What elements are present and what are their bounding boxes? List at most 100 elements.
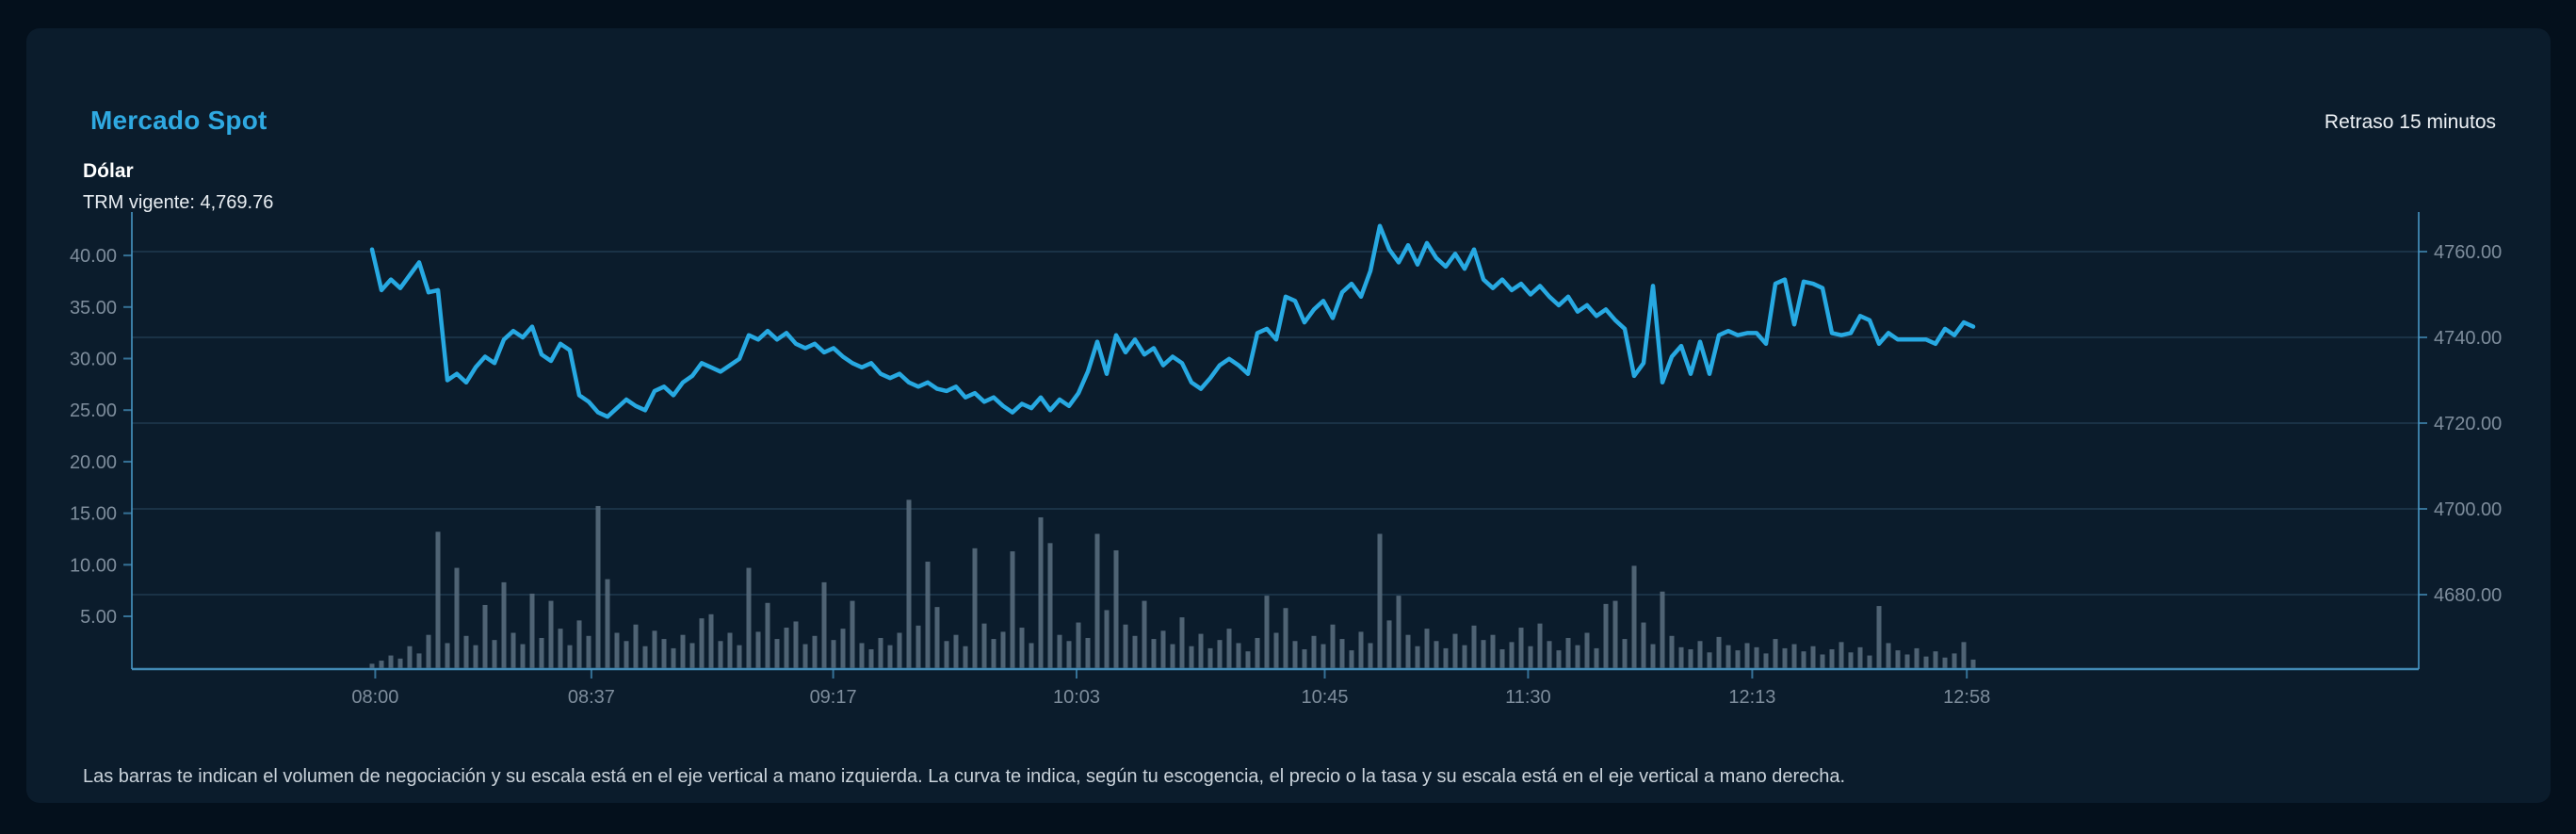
volume-bar bbox=[1688, 649, 1693, 668]
volume-bar bbox=[1047, 543, 1053, 668]
volume-bar bbox=[746, 567, 752, 668]
volume-bar bbox=[1076, 622, 1081, 668]
volume-bar bbox=[1245, 651, 1251, 668]
volume-bar bbox=[755, 631, 761, 668]
volume-bar bbox=[1801, 651, 1806, 668]
chart-footnote: Las barras te indican el volumen de nego… bbox=[83, 766, 1846, 787]
right-axis-tick-label: 4700.00 bbox=[2434, 499, 2502, 520]
volume-bar bbox=[1895, 650, 1901, 668]
volume-bar bbox=[529, 593, 535, 668]
volume-bar bbox=[1584, 632, 1590, 668]
volume-bar bbox=[1311, 635, 1317, 668]
volume-bar bbox=[463, 635, 469, 668]
volume-bar bbox=[1094, 533, 1100, 668]
volume-bar bbox=[934, 607, 940, 668]
volume-bar bbox=[991, 639, 996, 668]
volume-bar bbox=[492, 640, 497, 668]
left-axis-tick-label: 5.00 bbox=[80, 607, 117, 628]
volume-bar bbox=[397, 658, 403, 668]
x-axis-tick-label: 08:00 bbox=[351, 687, 398, 708]
volume-bar bbox=[699, 618, 705, 668]
volume-bar bbox=[388, 655, 394, 668]
volume-bar bbox=[1339, 639, 1345, 668]
volume-bar bbox=[1019, 628, 1025, 668]
volume-bar bbox=[520, 644, 526, 668]
spot-chart-area: 40.00 35.00 30.00 25.00 20.00 15.00 10.00 5.00 4… bbox=[0, 184, 2576, 711]
volume-bar bbox=[1255, 637, 1260, 668]
left-axis-tick-label: 25.00 bbox=[70, 401, 117, 421]
x-axis-tick-label: 10:03 bbox=[1053, 687, 1100, 708]
volume-bar bbox=[944, 641, 949, 668]
volume-bar bbox=[1198, 633, 1204, 668]
volume-bar bbox=[1773, 639, 1778, 668]
volume-bar bbox=[1104, 610, 1110, 668]
left-axis-tick-label: 10.00 bbox=[70, 555, 117, 576]
volume-bar bbox=[1857, 646, 1863, 668]
volume-bar bbox=[1791, 644, 1797, 668]
volume-bar bbox=[1302, 649, 1307, 668]
volume-bar bbox=[510, 632, 516, 668]
volume-bar bbox=[708, 613, 714, 668]
volume-bar bbox=[1904, 654, 1910, 668]
volume-bar bbox=[539, 637, 544, 668]
volume-bar bbox=[1481, 640, 1486, 668]
left-axis-tick-label: 35.00 bbox=[70, 298, 117, 319]
volume-bar bbox=[661, 639, 667, 668]
volume-bar bbox=[1029, 643, 1034, 668]
volume-bar bbox=[1942, 657, 1948, 668]
delay-label: Retraso 15 minutos bbox=[2324, 111, 2496, 133]
volume-bar bbox=[925, 562, 931, 668]
volume-bar bbox=[689, 643, 695, 668]
volume-bar bbox=[906, 499, 912, 668]
volume-bar bbox=[1754, 646, 1759, 668]
volume-bar bbox=[1518, 628, 1524, 668]
volume-bar bbox=[887, 645, 893, 668]
volume-bar bbox=[1952, 653, 1957, 668]
volume-bar bbox=[680, 634, 686, 668]
volume-bar bbox=[1641, 622, 1646, 668]
volume-bar bbox=[727, 632, 733, 668]
volume-bar bbox=[1132, 635, 1138, 668]
volume-bar bbox=[1537, 623, 1543, 668]
volume-bar bbox=[859, 643, 865, 668]
volume-bar bbox=[1217, 640, 1223, 668]
right-axis-tick-label: 4720.00 bbox=[2434, 414, 2502, 434]
volume-bar bbox=[1820, 654, 1825, 668]
volume-bar bbox=[407, 646, 413, 668]
volume-bar bbox=[1744, 643, 1750, 668]
volume-bar bbox=[548, 600, 554, 668]
left-axis-tick-label: 20.00 bbox=[70, 452, 117, 473]
volume-bar bbox=[1283, 608, 1288, 668]
x-axis-tick-label: 10:45 bbox=[1301, 687, 1348, 708]
x-axis-tick-label: 08:37 bbox=[568, 687, 615, 708]
volume-bar bbox=[1528, 646, 1533, 668]
volume-bar bbox=[1226, 629, 1232, 668]
volume-bar bbox=[1914, 647, 1920, 668]
volume-bar bbox=[831, 640, 836, 668]
volume-bar bbox=[821, 581, 827, 668]
volume-bar bbox=[1415, 646, 1420, 668]
volume-bar bbox=[1292, 641, 1298, 668]
volume-bar bbox=[567, 645, 573, 668]
spot-chart[interactable]: 40.00 35.00 30.00 25.00 20.00 15.00 10.00 5.00 4… bbox=[0, 184, 2576, 711]
volume-bar bbox=[1264, 596, 1270, 668]
volume-bar bbox=[1405, 634, 1411, 668]
volume-bar bbox=[1509, 642, 1515, 668]
volume-bar bbox=[1970, 659, 1976, 668]
volume-bar bbox=[1678, 646, 1684, 668]
x-axis-tick-label: 11:30 bbox=[1505, 687, 1551, 708]
volume-bar bbox=[1434, 641, 1439, 668]
volume-bar bbox=[840, 629, 846, 668]
volume-bar bbox=[1189, 646, 1194, 668]
volume-bar bbox=[1631, 565, 1637, 668]
volume-bar bbox=[671, 647, 676, 668]
volume-bar bbox=[1358, 631, 1364, 668]
volume-bar bbox=[426, 634, 431, 668]
volume-bar bbox=[784, 628, 789, 668]
volume-bar bbox=[1782, 647, 1788, 668]
page-title: Mercado Spot bbox=[90, 106, 267, 135]
volume-bar bbox=[1000, 631, 1006, 668]
left-axis-tick-label: 40.00 bbox=[70, 246, 117, 267]
volume-bar bbox=[595, 505, 601, 668]
right-axis-tick-label: 4760.00 bbox=[2434, 242, 2502, 263]
